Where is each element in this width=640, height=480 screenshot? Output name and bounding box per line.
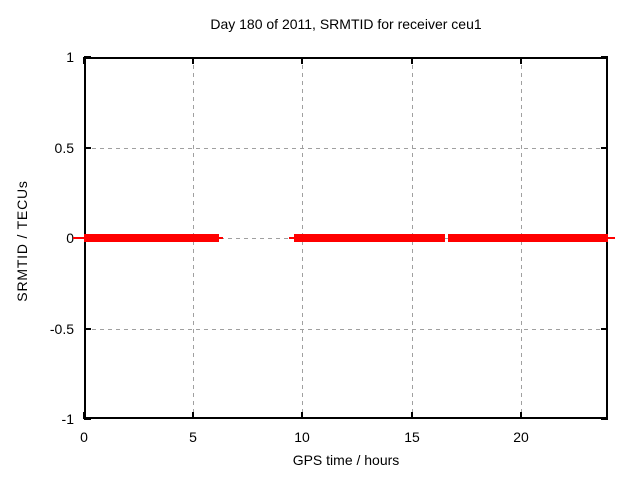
x-tick-bottom (301, 412, 303, 419)
series-segment (293, 234, 446, 242)
series-endcap (219, 237, 224, 239)
chart-title: Day 180 of 2011, SRMTID for receiver ceu… (210, 16, 482, 32)
x-tick-label: 20 (513, 429, 529, 445)
y-tick-right (601, 56, 608, 58)
y-tick-right (601, 418, 608, 420)
x-axis-label: GPS time / hours (292, 452, 400, 468)
x-tick-label: 10 (294, 429, 310, 445)
x-tick-label: 5 (189, 429, 197, 445)
x-tick-bottom (520, 412, 522, 419)
y-tick-left (84, 328, 91, 330)
x-tick-bottom (83, 412, 85, 419)
y-tick-label: -1 (61, 411, 74, 427)
x-tick-top (301, 57, 303, 64)
y-tick-label: 0.5 (54, 140, 74, 156)
y-tick-right (601, 328, 608, 330)
y-tick-label: -0.5 (49, 321, 74, 337)
x-tick-bottom (411, 412, 413, 419)
y-tick-label: 1 (66, 49, 74, 65)
series-endcap (73, 237, 84, 239)
y-tick-left (84, 418, 91, 420)
series-endcap (608, 237, 615, 239)
x-tick-top (520, 57, 522, 64)
series-endcap (288, 237, 294, 239)
x-tick-top (83, 57, 85, 64)
x-tick-bottom (192, 412, 194, 419)
y-tick-left (84, 147, 91, 149)
y-tick-label: 0 (66, 230, 74, 246)
x-tick-label: 15 (404, 429, 420, 445)
y-tick-right (601, 147, 608, 149)
y-tick-left (84, 56, 91, 58)
series-segment (447, 234, 608, 242)
y-axis-label: SRMTID / TECUs (14, 180, 30, 302)
series-segment (84, 234, 220, 242)
x-tick-top (192, 57, 194, 64)
x-tick-top (411, 57, 413, 64)
x-tick-label: 0 (80, 429, 88, 445)
gridline-y--0.5 (84, 328, 608, 330)
gridline-y-0.5 (84, 147, 608, 149)
